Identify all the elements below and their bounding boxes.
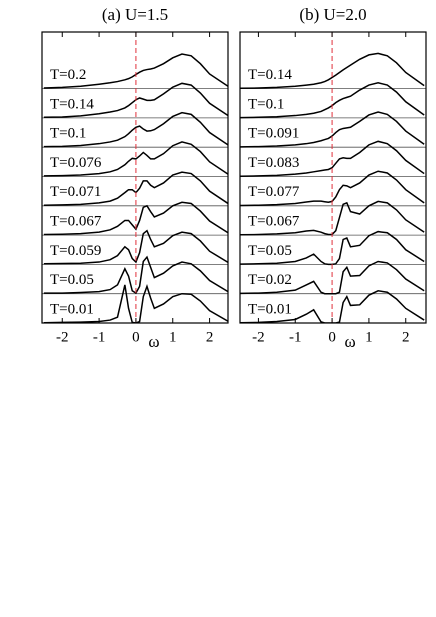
x-tick-label: -2 <box>56 329 69 345</box>
series-label: T=0.067 <box>248 214 300 230</box>
series-label: T=0.071 <box>50 184 101 200</box>
spectrum-line <box>240 230 425 266</box>
series-label: T=0.2 <box>50 67 86 83</box>
x-tick-label: -2 <box>252 329 265 345</box>
series-label: T=0.02 <box>248 272 292 288</box>
spectrum-line <box>43 171 228 206</box>
series-label: T=0.05 <box>248 243 292 259</box>
spectrum-line <box>43 284 228 323</box>
series-label: T=0.14 <box>50 96 94 112</box>
panel-title: (a) U=1.5 <box>102 5 168 24</box>
spectrum-line <box>43 229 228 265</box>
spectrum-line <box>43 111 228 148</box>
spectrum-line <box>43 82 228 119</box>
x-axis-label: ω <box>148 332 159 351</box>
spectrum-line <box>43 141 228 177</box>
spectrum-line <box>43 201 228 236</box>
x-axis-label: ω <box>344 332 355 351</box>
series-label: T=0.1 <box>248 96 284 112</box>
x-tick-label: 2 <box>402 329 410 345</box>
spectrum-line <box>240 52 425 90</box>
panel-frame <box>41 31 229 324</box>
series-label: T=0.1 <box>50 126 86 142</box>
x-tick-label: 2 <box>206 329 214 345</box>
spectrum-line <box>43 255 228 295</box>
series-label: T=0.01 <box>50 301 94 317</box>
spectrum-line <box>240 81 425 119</box>
spectrum-line <box>240 200 425 236</box>
series-label: T=0.05 <box>50 272 94 288</box>
spectrum-line <box>240 170 425 207</box>
x-tick-label: 1 <box>365 329 373 345</box>
spectrum-line <box>240 140 425 177</box>
panel-frame <box>239 31 427 324</box>
series-label: T=0.059 <box>50 243 101 259</box>
spectrum-line <box>43 53 228 89</box>
series-label: T=0.091 <box>248 126 299 142</box>
series-label: T=0.01 <box>248 301 292 317</box>
x-tick-label: 0 <box>328 329 336 345</box>
series-label: T=0.083 <box>248 155 299 171</box>
x-tick-label: -1 <box>289 329 302 345</box>
series-label: T=0.067 <box>50 214 102 230</box>
x-tick-label: -1 <box>93 329 106 345</box>
spectrum-line <box>240 111 425 148</box>
series-label: T=0.14 <box>248 67 292 83</box>
series-label: T=0.077 <box>248 184 300 200</box>
panel-title: (b) U=2.0 <box>299 5 366 24</box>
spectrum-line <box>240 260 425 295</box>
x-tick-label: 1 <box>169 329 177 345</box>
x-tick-label: 0 <box>132 329 140 345</box>
series-label: T=0.076 <box>50 155 102 171</box>
